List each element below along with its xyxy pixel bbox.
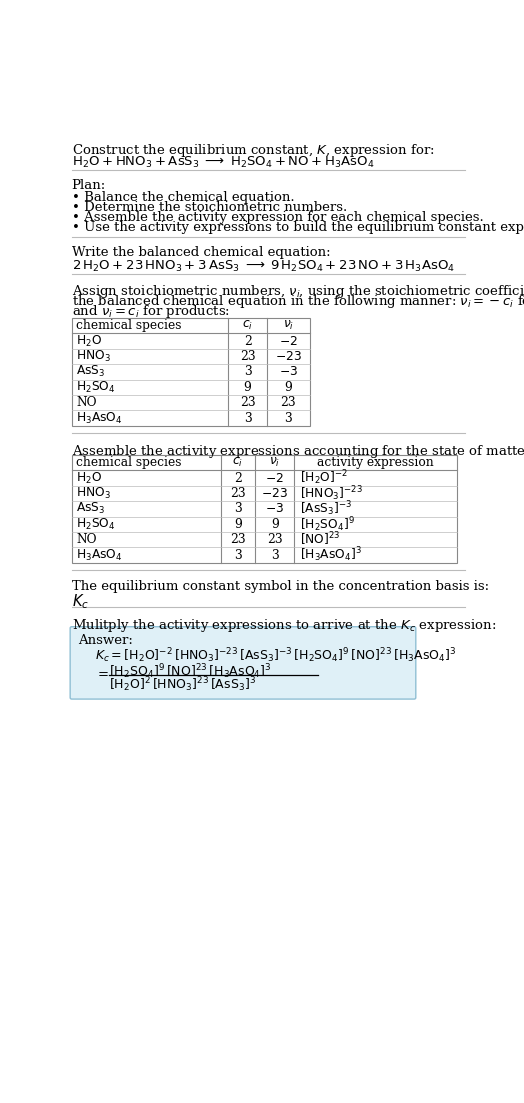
- Text: • Use the activity expressions to build the equilibrium constant expression.: • Use the activity expressions to build …: [72, 221, 524, 234]
- Text: 3: 3: [234, 548, 242, 561]
- Text: 3: 3: [244, 365, 252, 378]
- Text: $[\mathrm{H_2O}]^{-2}$: $[\mathrm{H_2O}]^{-2}$: [300, 469, 348, 488]
- Text: 9: 9: [244, 381, 252, 394]
- Text: 3: 3: [285, 411, 292, 425]
- Text: $=$: $=$: [95, 666, 109, 679]
- Text: 23: 23: [240, 350, 255, 363]
- Text: $\mathrm{H_3AsO_4}$: $\mathrm{H_3AsO_4}$: [77, 410, 123, 426]
- Text: 23: 23: [267, 533, 282, 546]
- Text: $c_i$: $c_i$: [242, 319, 253, 332]
- Text: 23: 23: [230, 533, 246, 546]
- Text: $[\mathrm{AsS_3}]^{-3}$: $[\mathrm{AsS_3}]^{-3}$: [300, 500, 352, 518]
- Text: 9: 9: [285, 381, 292, 394]
- Text: 23: 23: [280, 396, 296, 409]
- Text: $\mathrm{AsS_3}$: $\mathrm{AsS_3}$: [77, 364, 106, 379]
- Text: the balanced chemical equation in the following manner: $\nu_i = -c_i$ for react: the balanced chemical equation in the fo…: [72, 293, 524, 310]
- FancyBboxPatch shape: [70, 627, 416, 699]
- Text: $\nu_i$: $\nu_i$: [283, 319, 294, 332]
- Text: $-2$: $-2$: [265, 472, 284, 484]
- Text: $\mathrm{HNO_3}$: $\mathrm{HNO_3}$: [77, 349, 111, 364]
- Text: 23: 23: [240, 396, 255, 409]
- Text: Construct the equilibrium constant, $K$, expression for:: Construct the equilibrium constant, $K$,…: [72, 141, 434, 159]
- Text: 2: 2: [234, 472, 242, 484]
- Text: 3: 3: [234, 502, 242, 515]
- Text: NO: NO: [77, 533, 97, 546]
- Text: $\mathrm{2\,H_2O + 23\,HNO_3 + 3\,AsS_3 \;\longrightarrow\; 9\,H_2SO_4 + 23\,NO : $\mathrm{2\,H_2O + 23\,HNO_3 + 3\,AsS_3 …: [72, 258, 455, 274]
- Text: $-23$: $-23$: [275, 350, 302, 363]
- Text: $\mathrm{H_2O + HNO_3 + AsS_3 \;\longrightarrow\; H_2SO_4 + NO + H_3AsO_4}$: $\mathrm{H_2O + HNO_3 + AsS_3 \;\longrig…: [72, 154, 374, 170]
- Text: Answer:: Answer:: [78, 634, 133, 647]
- Text: 3: 3: [244, 411, 252, 425]
- Text: chemical species: chemical species: [77, 319, 182, 332]
- Text: $\nu_i$: $\nu_i$: [269, 457, 280, 469]
- Text: chemical species: chemical species: [77, 457, 182, 469]
- Text: 9: 9: [234, 517, 242, 531]
- Text: Assign stoichiometric numbers, $\nu_i$, using the stoichiometric coefficients, $: Assign stoichiometric numbers, $\nu_i$, …: [72, 283, 524, 300]
- Text: $[\mathrm{H_2O}]^{2}\,[\mathrm{HNO_3}]^{23}\,[\mathrm{AsS_3}]^{3}$: $[\mathrm{H_2O}]^{2}\,[\mathrm{HNO_3}]^{…: [109, 675, 256, 694]
- Text: $[\mathrm{H_2SO_4}]^{9}$: $[\mathrm{H_2SO_4}]^{9}$: [300, 515, 355, 534]
- Text: The equilibrium constant symbol in the concentration basis is:: The equilibrium constant symbol in the c…: [72, 580, 489, 592]
- Text: Mulitply the activity expressions to arrive at the $K_c$ expression:: Mulitply the activity expressions to arr…: [72, 617, 496, 634]
- Text: 9: 9: [271, 517, 279, 531]
- Text: $-3$: $-3$: [265, 502, 284, 515]
- Text: $-2$: $-2$: [279, 334, 298, 347]
- Text: • Assemble the activity expression for each chemical species.: • Assemble the activity expression for e…: [72, 211, 484, 224]
- Text: $\mathrm{H_3AsO_4}$: $\mathrm{H_3AsO_4}$: [77, 547, 123, 563]
- Text: • Balance the chemical equation.: • Balance the chemical equation.: [72, 191, 294, 204]
- Text: $\mathrm{H_2SO_4}$: $\mathrm{H_2SO_4}$: [77, 516, 116, 532]
- Text: $-23$: $-23$: [261, 488, 288, 500]
- Text: $[\mathrm{NO}]^{23}$: $[\mathrm{NO}]^{23}$: [300, 531, 341, 548]
- Text: 3: 3: [271, 548, 279, 561]
- Text: Plan:: Plan:: [72, 180, 106, 192]
- Text: and $\nu_i = c_i$ for products:: and $\nu_i = c_i$ for products:: [72, 303, 230, 320]
- Text: $\mathrm{AsS_3}$: $\mathrm{AsS_3}$: [77, 502, 106, 516]
- Text: $K_c$: $K_c$: [72, 592, 89, 611]
- Text: $\mathrm{HNO_3}$: $\mathrm{HNO_3}$: [77, 486, 111, 501]
- Text: Write the balanced chemical equation:: Write the balanced chemical equation:: [72, 246, 330, 259]
- Text: $[\mathrm{H_2SO_4}]^{9}\,[\mathrm{NO}]^{23}\,[\mathrm{H_3AsO_4}]^{3}$: $[\mathrm{H_2SO_4}]^{9}\,[\mathrm{NO}]^{…: [109, 662, 271, 681]
- Text: $c_i$: $c_i$: [233, 457, 244, 469]
- FancyBboxPatch shape: [72, 456, 457, 563]
- Text: • Determine the stoichiometric numbers.: • Determine the stoichiometric numbers.: [72, 201, 347, 214]
- Text: $\mathrm{H_2O}$: $\mathrm{H_2O}$: [77, 471, 102, 485]
- Text: NO: NO: [77, 396, 97, 409]
- Text: 23: 23: [230, 488, 246, 500]
- FancyBboxPatch shape: [72, 318, 310, 426]
- Text: $K_c = [\mathrm{H_2O}]^{-2}\,[\mathrm{HNO_3}]^{-23}\,[\mathrm{AsS_3}]^{-3}\,[\ma: $K_c = [\mathrm{H_2O}]^{-2}\,[\mathrm{HN…: [95, 646, 456, 665]
- Text: activity expression: activity expression: [317, 457, 434, 469]
- Text: $\mathrm{H_2O}$: $\mathrm{H_2O}$: [77, 333, 102, 349]
- Text: $-3$: $-3$: [279, 365, 298, 378]
- Text: 2: 2: [244, 334, 252, 347]
- Text: $[\mathrm{H_3AsO_4}]^{3}$: $[\mathrm{H_3AsO_4}]^{3}$: [300, 546, 362, 565]
- Text: $\mathrm{H_2SO_4}$: $\mathrm{H_2SO_4}$: [77, 379, 116, 395]
- Text: $[\mathrm{HNO_3}]^{-23}$: $[\mathrm{HNO_3}]^{-23}$: [300, 484, 363, 503]
- Text: Assemble the activity expressions accounting for the state of matter and $\nu_i$: Assemble the activity expressions accoun…: [72, 442, 524, 460]
